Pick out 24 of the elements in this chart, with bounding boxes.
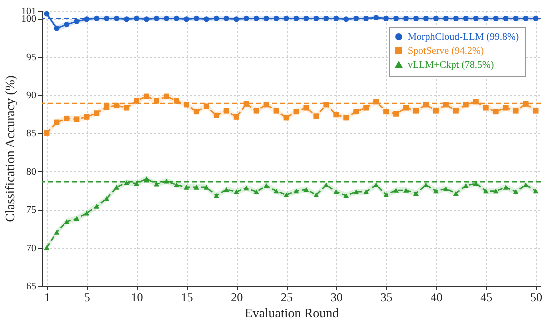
x-tick-label: 20 [231, 290, 244, 304]
y-tick-label: 85 [26, 128, 36, 140]
y-axis-title: Classification Accuracy (%) [2, 76, 18, 222]
x-tick-label: 5 [84, 290, 90, 304]
x-tick-label: 40 [430, 290, 443, 304]
x-axis-title: Evaluation Round [244, 306, 340, 320]
y-tick-label: 90 [26, 90, 36, 102]
y-tick-label: 70 [26, 243, 36, 254]
x-tick-label: 35 [380, 290, 393, 304]
x-tick-label: 50 [530, 290, 543, 304]
y-tick-label: 100 [22, 14, 36, 26]
legend-label: vLLM+Ckpt (78.5%) [408, 60, 494, 71]
y-tick-label: 65 [26, 282, 36, 292]
x-tick-label: 30 [330, 290, 343, 304]
x-tick-label: 25 [281, 290, 294, 304]
y-tick-label: 80 [26, 166, 36, 178]
x-tick-label: 1 [44, 290, 50, 304]
x-tick-label: 15 [181, 290, 194, 304]
legend-label: SpotServe (94.2%) [408, 46, 484, 57]
y-tick-label: 75 [26, 205, 36, 216]
x-tick-label: 10 [131, 290, 144, 304]
y-tick-label: 95 [26, 52, 36, 64]
x-tick-label: 45 [480, 290, 493, 304]
legend-label: MorphCloud-LLM (99.8%) [408, 32, 520, 43]
